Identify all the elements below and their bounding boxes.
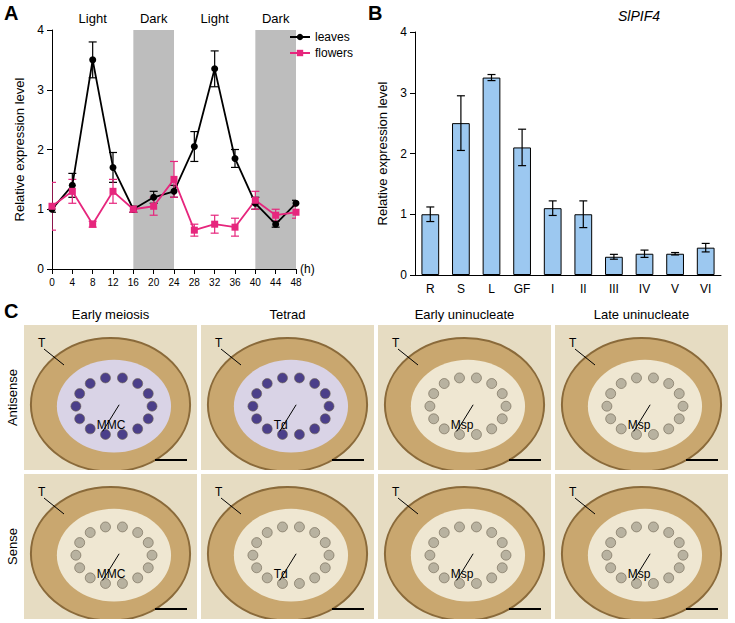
svg-text:VI: VI — [700, 282, 711, 296]
svg-text:MMC: MMC — [97, 567, 126, 581]
svg-text:GF: GF — [514, 282, 531, 296]
html-text:C: C — [4, 300, 19, 322]
svg-text:T: T — [569, 485, 577, 499]
svg-text:IV: IV — [639, 282, 650, 296]
html-text:Antisense: Antisense — [4, 368, 20, 426]
svg-text:Msp: Msp — [451, 418, 474, 432]
svg-text:flowers: flowers — [315, 46, 353, 60]
svg-text:V: V — [671, 282, 679, 296]
svg-text:8: 8 — [90, 277, 96, 288]
html-text:Tetrad: Tetrad — [269, 307, 306, 322]
svg-text:20: 20 — [148, 277, 160, 288]
svg-text:Relative expression level: Relative expression level — [375, 81, 390, 225]
svg-text:L: L — [488, 282, 495, 296]
svg-text:0: 0 — [37, 262, 44, 276]
svg-text:Td: Td — [274, 418, 288, 432]
svg-text:40: 40 — [250, 277, 262, 288]
html-text:Early uninucleate: Early uninucleate — [414, 307, 515, 322]
svg-text:T: T — [38, 485, 46, 499]
svg-text:24: 24 — [168, 277, 180, 288]
svg-text:1: 1 — [400, 207, 407, 221]
svg-text:I: I — [551, 282, 554, 296]
svg-text:3: 3 — [37, 83, 44, 97]
svg-text:leaves: leaves — [315, 30, 350, 44]
svg-text:Dark: Dark — [262, 11, 290, 26]
svg-text:2: 2 — [400, 147, 407, 161]
html-text:Sense: Sense — [4, 527, 20, 565]
svg-text:(h): (h) — [300, 262, 315, 276]
svg-text:32: 32 — [209, 277, 221, 288]
html-text:B: B — [368, 2, 383, 24]
svg-text:III: III — [609, 282, 619, 296]
svg-text:Dark: Dark — [140, 11, 168, 26]
svg-text:0: 0 — [49, 277, 55, 288]
svg-text:MMC: MMC — [97, 418, 126, 432]
svg-text:16: 16 — [128, 277, 140, 288]
svg-text:4: 4 — [70, 277, 76, 288]
svg-text:SlPIF4: SlPIF4 — [618, 8, 660, 24]
svg-text:T: T — [569, 336, 577, 350]
svg-text:36: 36 — [229, 277, 241, 288]
html-text:Late uninucleate: Late uninucleate — [593, 307, 690, 322]
svg-text:2: 2 — [37, 143, 44, 157]
svg-text:Msp: Msp — [451, 567, 474, 581]
svg-text:T: T — [392, 485, 400, 499]
svg-text:II: II — [580, 282, 587, 296]
svg-text:4: 4 — [37, 23, 44, 37]
svg-text:S: S — [457, 282, 465, 296]
html-text:Early meiosis: Early meiosis — [71, 307, 150, 322]
svg-text:48: 48 — [290, 277, 302, 288]
svg-text:Msp: Msp — [628, 567, 651, 581]
svg-text:Light: Light — [79, 11, 108, 26]
svg-text:R: R — [426, 282, 435, 296]
svg-text:1: 1 — [37, 202, 44, 216]
svg-text:T: T — [38, 336, 46, 350]
svg-text:Msp: Msp — [628, 418, 651, 432]
html-text:A: A — [4, 2, 19, 24]
svg-text:28: 28 — [189, 277, 201, 288]
svg-text:4: 4 — [400, 25, 407, 39]
svg-text:Light: Light — [201, 11, 230, 26]
svg-text:Td: Td — [274, 567, 288, 581]
svg-text:T: T — [392, 336, 400, 350]
svg-text:3: 3 — [400, 86, 407, 100]
svg-text:T: T — [215, 336, 223, 350]
svg-text:T: T — [215, 485, 223, 499]
svg-text:12: 12 — [107, 277, 119, 288]
svg-text:44: 44 — [270, 277, 282, 288]
svg-text:0: 0 — [400, 268, 407, 282]
svg-text:Relative expression level: Relative expression level — [12, 77, 27, 221]
